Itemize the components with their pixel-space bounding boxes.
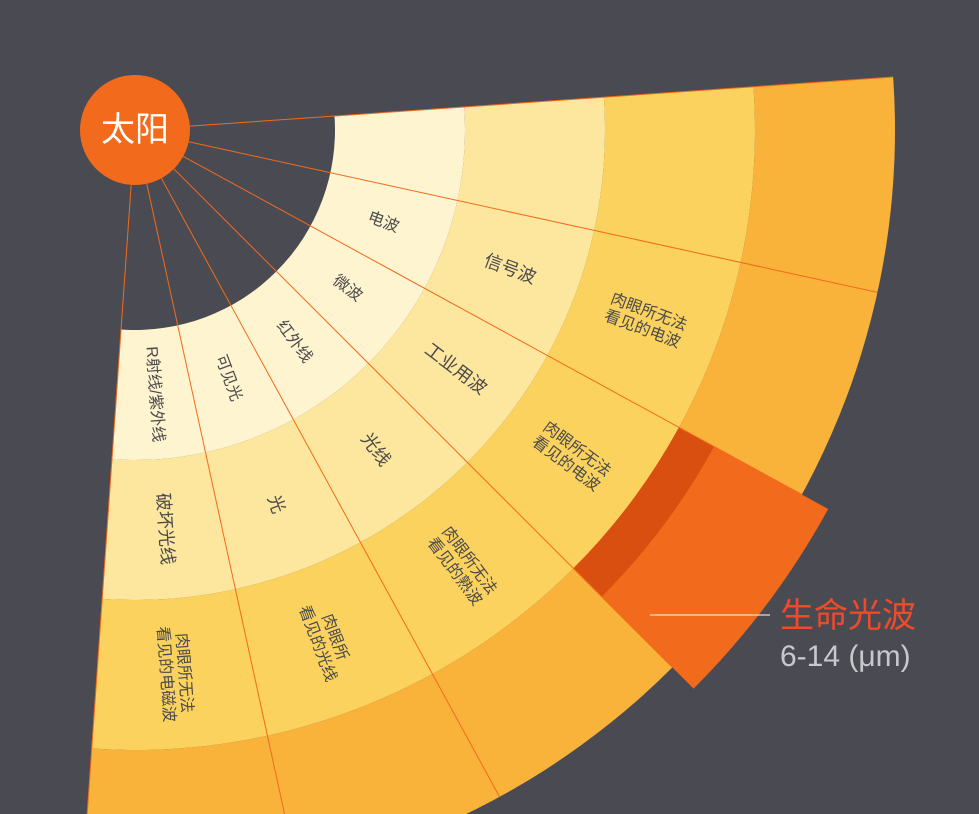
callout-subtitle: 6-14 (μm)	[780, 640, 911, 673]
sun-label: 太阳	[101, 111, 169, 149]
spectrum-fan-diagram: R射线/紫外线可见光红外线微波电波破坏光线光光线工业用波信号波肉眼所无法看见的电…	[0, 0, 979, 814]
callout-title: 生命光波	[780, 597, 916, 635]
